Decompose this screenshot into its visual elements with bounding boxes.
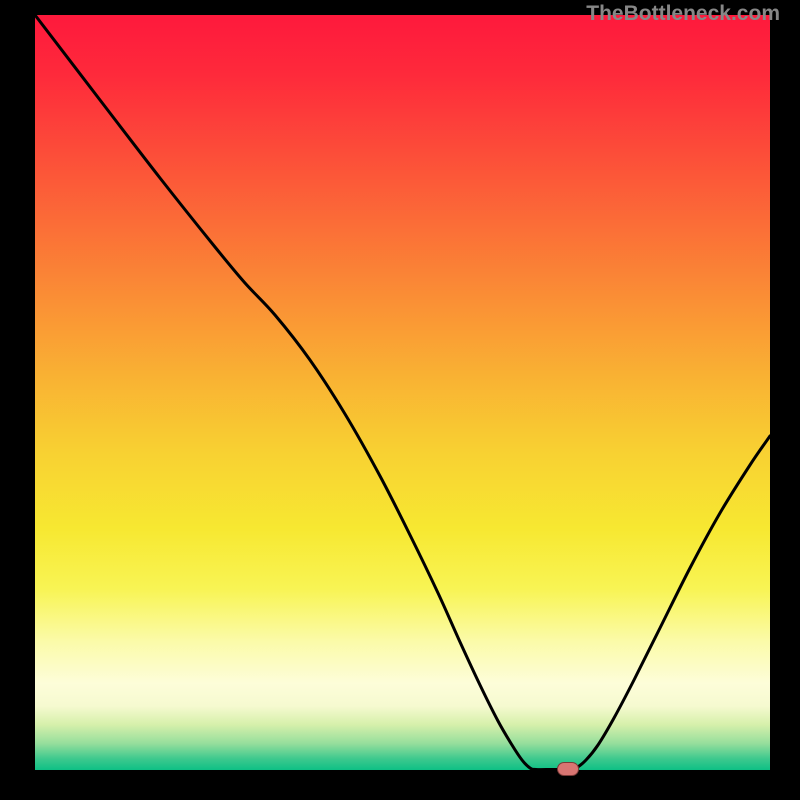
watermark-text: TheBottleneck.com xyxy=(586,2,780,26)
bottleneck-curve xyxy=(0,0,800,800)
optimum-marker xyxy=(557,762,579,776)
curve-path xyxy=(35,15,770,770)
chart-container: TheBottleneck.com xyxy=(0,0,800,800)
